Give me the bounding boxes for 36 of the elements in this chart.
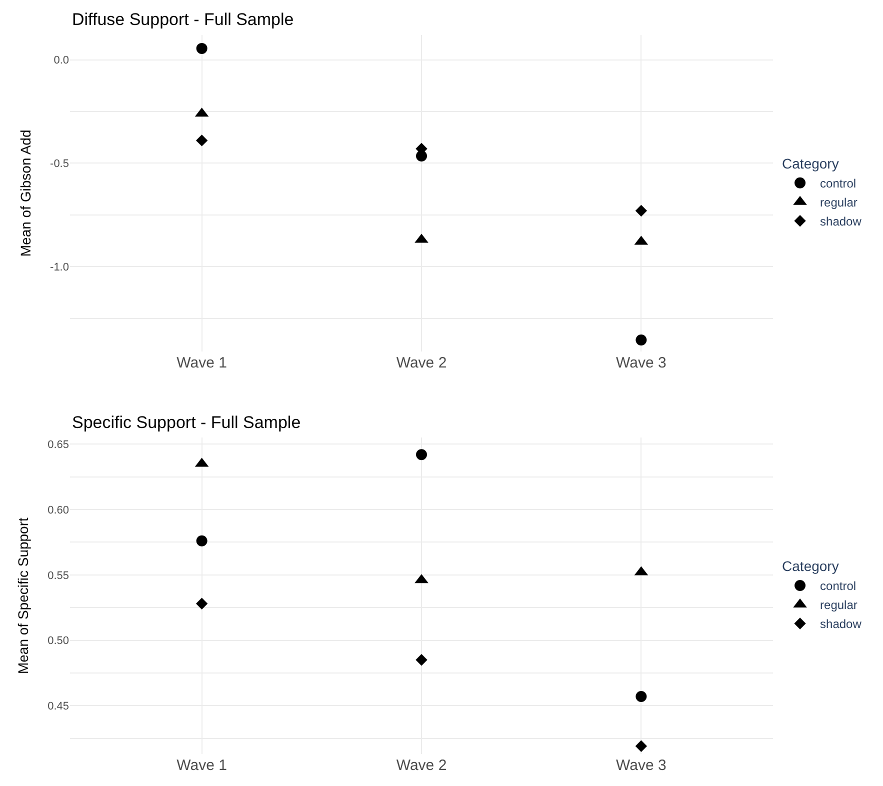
x-tick-label: Wave 1 — [176, 757, 227, 774]
point — [196, 134, 208, 146]
x-tick-label: Wave 3 — [616, 354, 666, 372]
point — [416, 654, 428, 666]
y-tick-label: 0.65 — [48, 439, 69, 452]
point — [636, 690, 647, 702]
y-tick-label: 0.55 — [48, 570, 69, 582]
y-tick-label: -1.0 — [50, 261, 69, 274]
y-tick-label: 0.60 — [48, 504, 69, 516]
point — [635, 204, 648, 217]
chart-title: Diffuse Support - Full Sample — [72, 10, 294, 29]
y-tick-label: -0.5 — [50, 158, 69, 170]
y-axis-title: Mean of Specific Support — [15, 518, 32, 674]
point — [196, 42, 208, 54]
legend-label: shadow — [820, 214, 862, 229]
legend-title: Category — [782, 155, 839, 172]
chart-title: Specific Support - Full Sample — [72, 413, 301, 432]
x-tick-label: Wave 3 — [616, 757, 666, 774]
legend-label: regular — [820, 196, 858, 210]
x-tick-label: Wave 2 — [396, 354, 447, 372]
legend-label: regular — [820, 598, 858, 612]
legend-label: control — [820, 176, 856, 191]
legend-label: shadow — [820, 617, 862, 632]
y-tick-label: 0.50 — [48, 635, 69, 648]
point — [636, 334, 647, 346]
point — [416, 449, 427, 460]
x-tick-label: Wave 1 — [176, 354, 227, 372]
y-tick-label: 0.45 — [48, 700, 69, 712]
point — [196, 598, 208, 610]
legend-label: control — [820, 579, 856, 594]
x-tick-label: Wave 2 — [396, 757, 447, 774]
y-axis-title: Mean of Gibson Add — [18, 130, 34, 257]
y-tick-label: 0.0 — [54, 54, 69, 67]
point — [635, 740, 648, 752]
legend-title: Category — [782, 558, 839, 574]
point — [196, 535, 208, 546]
